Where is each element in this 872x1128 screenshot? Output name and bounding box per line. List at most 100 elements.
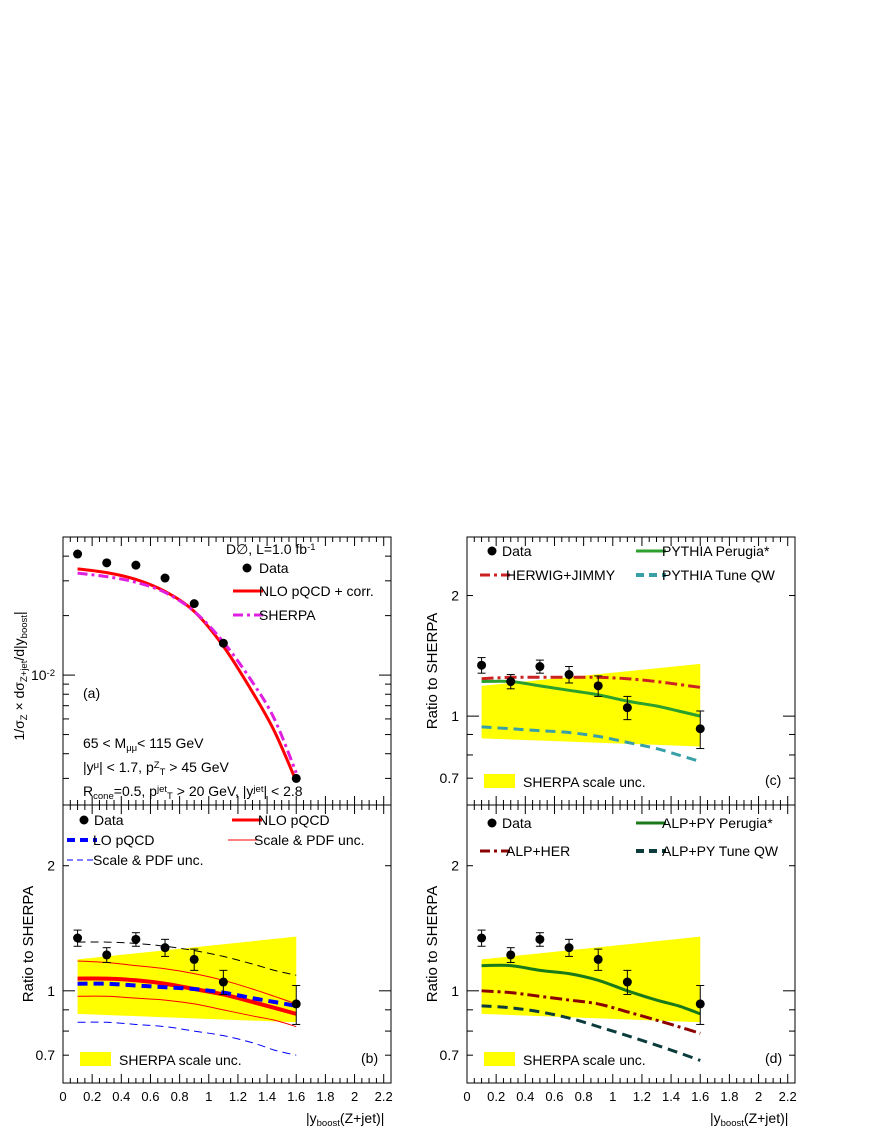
cut-text: 65 < Mμμ< 115 GeV (83, 735, 204, 754)
text-part: × dσ (11, 682, 27, 715)
legend-label: Data (259, 560, 289, 576)
y-tick-label: 2 (47, 858, 55, 874)
text-part: Z (19, 714, 30, 720)
text-part: μ (94, 760, 99, 771)
plot-frame (62, 804, 392, 1084)
x-tick-label: 0.4 (112, 1089, 130, 1104)
x-tick-label: 1.6 (287, 1089, 305, 1104)
data-point (73, 933, 83, 943)
panel-label: (c) (765, 772, 781, 788)
legend-label: PYTHIA Perugia* (662, 543, 770, 559)
x-tick-label: 2.2 (375, 1089, 393, 1104)
y-tick-label: 1 (47, 983, 55, 999)
panel-b: 0 0.2 0.4 0.6 0.8 1 1.2 1.4 1.6 1.8 2 2.2 0.7 1 2 Ratio… (20, 804, 393, 1128)
y-tick-label: 0.7 (36, 1047, 56, 1063)
x-tick-label: 0.8 (171, 1089, 189, 1104)
legend-label: ALP+HER (506, 843, 570, 859)
data-point (291, 773, 301, 783)
x-tick-label: 1.8 (316, 1089, 334, 1104)
cut-text: Rcone=0.5, pjetT > 20 GeV, |yjet| < 2.8 (83, 783, 303, 802)
y-axis-title: Ratio to SHERPA (424, 886, 441, 1002)
data-point (477, 660, 487, 670)
legend-label: Scale & PDF unc. (93, 852, 204, 868)
series-line (481, 725, 701, 764)
text-part: jet (252, 784, 263, 795)
x-axis-title: |yboost(Z+jet)| (710, 1110, 788, 1128)
y-tick-label: 0.7 (440, 770, 460, 786)
series-line (77, 1021, 297, 1056)
x-tick-label: 0.4 (516, 1089, 534, 1104)
y-axis-title: Ratio to SHERPA (20, 886, 37, 1002)
text-part: boost (19, 615, 30, 639)
text-part: /d|y (11, 638, 27, 660)
text-part: R (83, 783, 93, 799)
data-point (131, 560, 141, 570)
text-part: | < 1.7, p (99, 759, 154, 775)
text-part: < 115 GeV (137, 735, 204, 751)
text-part: |y (306, 1110, 317, 1126)
x-tick-label: 0.6 (545, 1089, 563, 1104)
x-tick-label: 2.2 (779, 1089, 797, 1104)
panel-label: (b) (361, 1050, 378, 1066)
legend-label: HERWIG+JIMMY (506, 567, 616, 583)
plot-frame (466, 804, 796, 1084)
x-tick-label: 1.4 (662, 1089, 680, 1104)
legend-label: ALP+PY Perugia* (662, 815, 773, 831)
text-part: boost (317, 1118, 341, 1128)
series-line (77, 960, 297, 1005)
band-legend-label: SHERPA scale unc. (119, 1052, 242, 1068)
x-tick-label: 0 (463, 1089, 470, 1104)
text-part: μμ (126, 743, 137, 754)
series-line (481, 989, 701, 1035)
y-tick-label: 2 (451, 588, 459, 604)
data-point (189, 954, 199, 964)
series-line (77, 567, 298, 782)
text-part: T (167, 791, 173, 802)
data-point (564, 943, 574, 953)
y-tick-label: 1 (451, 983, 459, 999)
x-tick-label: 1 (609, 1089, 616, 1104)
x-tick-label: 1.8 (720, 1089, 738, 1104)
panel-label: (a) (83, 685, 100, 701)
cut-text: |yμ| < 1.7, pZT > 45 GeV (83, 759, 229, 778)
legend-label: Scale & PDF unc. (254, 832, 365, 848)
text-part: -2 (47, 668, 55, 679)
data-point (73, 549, 83, 559)
text-part: =0.5, p (114, 783, 157, 799)
legend-label: Data (94, 812, 124, 828)
data-point (506, 950, 516, 960)
legend-label: ALP+PY Tune QW (662, 843, 779, 859)
text-part: D∅, L=1.0 fb (226, 541, 307, 557)
data-point (535, 934, 545, 944)
legend-sample (79, 815, 89, 825)
band-legend-swatch (80, 1052, 111, 1066)
series-line (481, 1004, 701, 1062)
panel-c: 0.7 1 2 Ratio to SHERPA Data PYTHIA Perugia* H… (424, 536, 796, 806)
data-point (160, 573, 170, 583)
text-part: Z (154, 760, 160, 771)
data-point (477, 933, 487, 943)
text-part: |y (710, 1110, 721, 1126)
text-part: 1/σ (11, 720, 27, 741)
x-tick-label: 1 (205, 1089, 212, 1104)
data-point (189, 599, 199, 609)
panel-a: 10-21/σZ × dσZ+jet/d|yboost|D∅, L=1.0 fb… (11, 536, 392, 806)
text-part: Z+jet (19, 660, 30, 682)
legend-label: Data (502, 543, 532, 559)
data-point (102, 950, 112, 960)
text-part: (Z+jet)| (340, 1110, 384, 1126)
y-tick-label: 2 (451, 858, 459, 874)
y-axis-title: 1/σZ × dσZ+jet/d|yboost| (11, 611, 30, 740)
text-part: jet (156, 784, 167, 795)
data-point (102, 558, 112, 568)
band-legend-label: SHERPA scale unc. (523, 774, 646, 790)
y-tick-label: 0.7 (440, 1047, 460, 1063)
text-part: -1 (307, 542, 315, 553)
data-point (218, 977, 228, 987)
text-part: (Z+jet)| (744, 1110, 788, 1126)
y-axis-title: Ratio to SHERPA (424, 613, 441, 729)
band-legend-swatch (484, 1052, 515, 1066)
x-tick-label: 1.4 (258, 1089, 276, 1104)
data-point (535, 662, 545, 672)
